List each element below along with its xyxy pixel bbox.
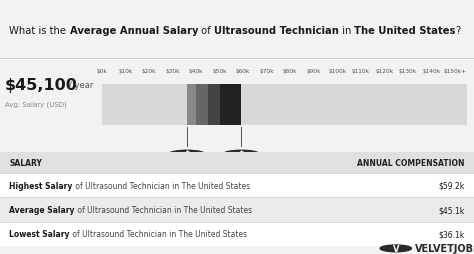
Bar [0,222,474,246]
Bar [208,85,219,125]
Bar [196,85,208,125]
Text: The United States: The United States [355,26,456,36]
Text: ANNUAL COMPENSATION: ANNUAL COMPENSATION [357,158,465,168]
Text: Ultrasound Technician: Ultrasound Technician [214,26,339,36]
Text: $70k: $70k [259,68,274,73]
Bar [0,198,474,222]
Text: VELVETJOBS: VELVETJOBS [415,243,474,253]
Text: $59.2k: $59.2k [438,181,465,190]
Circle shape [223,151,259,158]
Circle shape [380,245,411,252]
Text: $90k: $90k [307,68,321,73]
Text: Highest Salary: Highest Salary [9,181,73,190]
Text: Avg. Salary (USD): Avg. Salary (USD) [5,101,66,107]
Text: / year: / year [69,80,93,89]
Text: of Ultrasound Technician in The United States: of Ultrasound Technician in The United S… [75,205,252,214]
Text: V: V [392,244,399,253]
Text: $110k: $110k [352,68,370,73]
Text: $36.1k: $36.1k [438,229,465,238]
Text: $30k: $30k [165,68,180,73]
Text: $150k+: $150k+ [444,68,467,73]
Text: of Ultrasound Technician in The United States: of Ultrasound Technician in The United S… [73,181,250,190]
Text: Lowest Salary: Lowest Salary [9,229,70,238]
Text: ?: ? [456,26,461,36]
Text: $130k: $130k [399,68,417,73]
Text: $80k: $80k [283,68,298,73]
Bar [0,174,474,198]
Text: $20k: $20k [142,68,156,73]
Text: $0k: $0k [97,68,107,73]
Text: What is the: What is the [9,26,70,36]
Text: $100k: $100k [328,68,346,73]
Circle shape [169,151,205,158]
Text: SALARY: SALARY [9,158,42,168]
Text: $40k: $40k [189,68,203,73]
Bar [0,152,474,174]
Text: $50k: $50k [212,68,227,73]
Text: Average Annual Salary: Average Annual Salary [70,26,198,36]
Bar [102,85,467,125]
Text: $140k: $140k [422,68,441,73]
Text: Average Salary: Average Salary [9,205,75,214]
Text: $: $ [238,150,244,159]
Text: $60k: $60k [236,68,250,73]
Text: $45.1k: $45.1k [438,205,465,214]
Text: of Ultrasound Technician in The United States: of Ultrasound Technician in The United S… [70,229,247,238]
Text: of: of [198,26,214,36]
Text: $120k: $120k [375,68,393,73]
Bar [219,85,241,125]
Text: $: $ [184,150,190,159]
Text: in: in [339,26,355,36]
Text: $10k: $10k [118,68,133,73]
Bar [187,85,196,125]
Text: $45,100: $45,100 [5,77,78,92]
